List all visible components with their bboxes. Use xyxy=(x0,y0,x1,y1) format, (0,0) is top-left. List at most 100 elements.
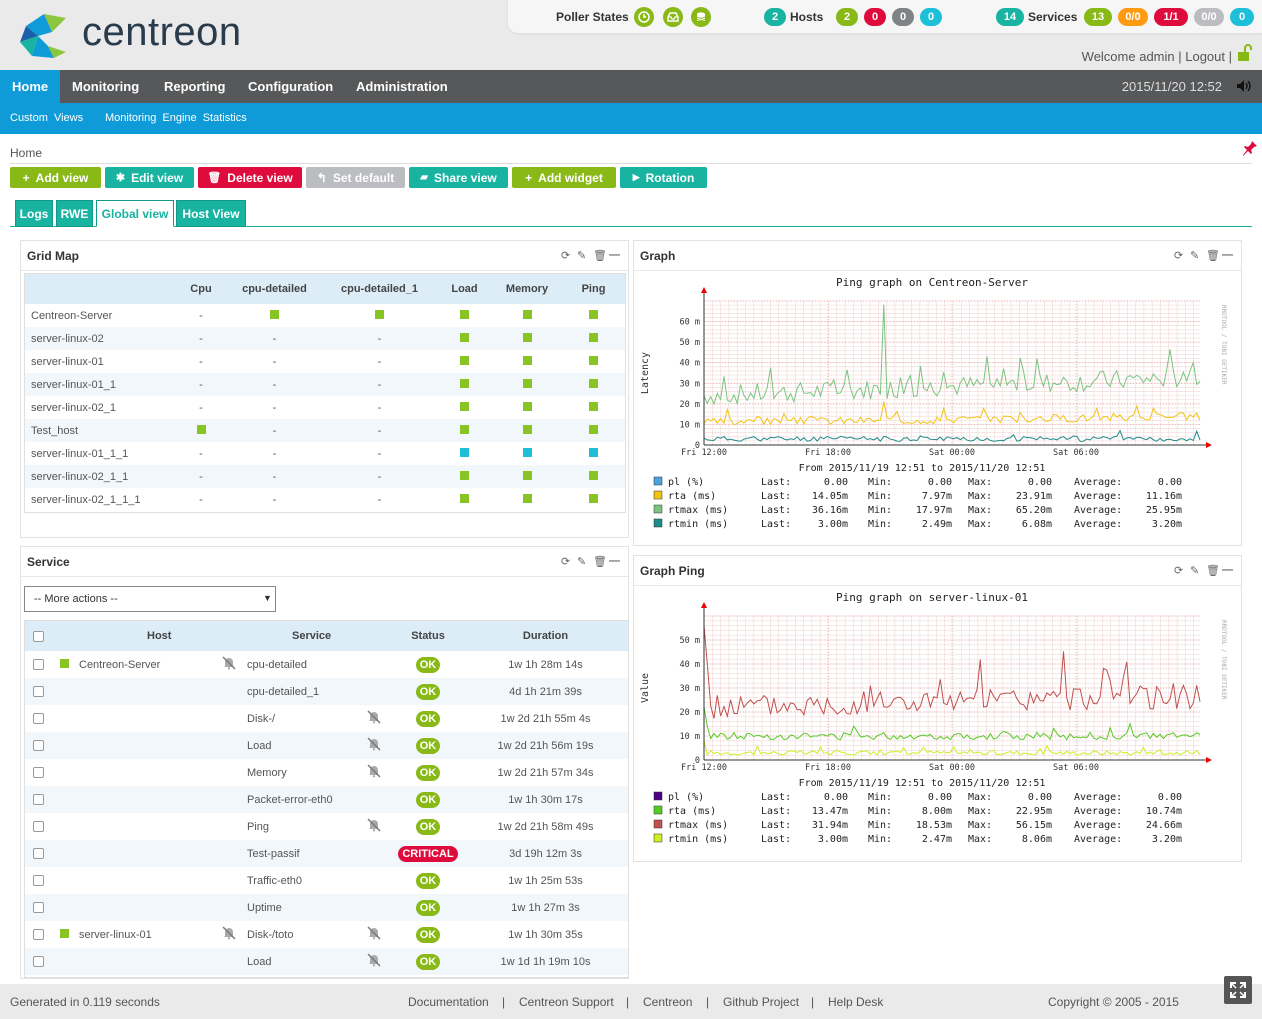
tab-global-view[interactable]: Global view xyxy=(96,200,174,227)
centreon-logo[interactable]: centreon xyxy=(18,10,288,60)
status-square[interactable] xyxy=(460,378,469,388)
host-name[interactable] xyxy=(77,894,222,921)
service-name[interactable]: Ping xyxy=(247,820,270,833)
gridmap-host-name[interactable]: server-linux-02_1_1_1 xyxy=(31,493,141,506)
status-column-header[interactable]: Status xyxy=(393,621,463,651)
gridmap-host-name[interactable]: server-linux-02_1 xyxy=(31,401,116,414)
minimize-icon[interactable]: — xyxy=(609,555,620,567)
status-square[interactable] xyxy=(522,309,532,319)
gridmap-host-name[interactable]: server-linux-02 xyxy=(25,327,175,350)
host-name[interactable] xyxy=(77,948,222,975)
logout-link[interactable]: Logout xyxy=(1185,49,1225,64)
service-row[interactable]: Load OK 1w 2d 21h 56m 19s xyxy=(25,732,628,759)
clock-icon[interactable] xyxy=(634,7,654,27)
nav-item-administration[interactable]: Administration xyxy=(356,79,448,94)
row-checkbox[interactable] xyxy=(32,848,44,860)
status-square[interactable] xyxy=(460,447,469,457)
host-name[interactable] xyxy=(77,705,222,732)
row-checkbox[interactable] xyxy=(32,713,44,725)
status-square[interactable] xyxy=(270,309,279,319)
wrench-icon[interactable]: ✎ xyxy=(1190,565,1200,577)
service-row[interactable]: Test-passif CRITICAL 3d 19h 12m 3s xyxy=(25,840,628,867)
sound-icon[interactable] xyxy=(1236,79,1252,96)
wrench-icon[interactable]: ✎ xyxy=(577,556,587,568)
row-checkbox[interactable] xyxy=(32,740,44,752)
status-square[interactable] xyxy=(522,332,532,342)
service-row[interactable]: Centreon-Server cpu-detailed OK 1w 1h 28m 1… xyxy=(25,651,628,678)
hosts-total-badge[interactable]: 2 xyxy=(764,8,786,26)
wrench-icon[interactable]: ✎ xyxy=(577,250,587,262)
footer-link-documentation[interactable]: Documentation xyxy=(408,995,489,1009)
status-square[interactable] xyxy=(589,332,598,342)
set-default-button[interactable]: ↰ Set default xyxy=(306,167,405,188)
trash-icon[interactable]: 🗑 xyxy=(1206,565,1220,577)
footer-link-helpdesk[interactable]: Help Desk xyxy=(828,995,884,1009)
status-square[interactable] xyxy=(522,378,532,388)
status-square[interactable] xyxy=(589,401,598,411)
refresh-icon[interactable]: ⟳ xyxy=(561,556,571,568)
nav-item-monitoring[interactable]: Monitoring xyxy=(72,79,140,94)
subnav-custom-views[interactable]: Custom Views xyxy=(10,112,84,124)
service-name[interactable]: Disk-/ xyxy=(247,712,276,725)
status-square[interactable] xyxy=(589,424,598,434)
status-square[interactable] xyxy=(589,493,598,503)
service-name[interactable]: Load xyxy=(247,732,367,759)
status-square[interactable] xyxy=(460,493,469,503)
wrench-icon[interactable]: ✎ xyxy=(1190,250,1200,262)
host-name[interactable] xyxy=(77,759,222,786)
unlock-icon[interactable] xyxy=(1236,44,1252,65)
status-square[interactable] xyxy=(522,470,532,480)
row-checkbox[interactable] xyxy=(32,956,44,968)
status-square[interactable] xyxy=(589,355,598,365)
row-checkbox[interactable] xyxy=(32,794,44,806)
trash-icon[interactable]: 🗑 xyxy=(1206,250,1220,262)
service-row[interactable]: Disk-/ OK 1w 2d 21h 55m 4s xyxy=(25,705,628,732)
service-name[interactable]: cpu-detailed xyxy=(247,658,307,671)
services-pending-badge[interactable]: 0 xyxy=(1230,8,1254,26)
database-icon[interactable] xyxy=(691,7,711,27)
host-name[interactable]: server-linux-01 xyxy=(79,928,152,941)
minimize-icon[interactable]: — xyxy=(609,249,620,261)
services-critical-badge[interactable]: 1/1 xyxy=(1154,8,1188,26)
host-name[interactable] xyxy=(77,678,222,705)
footer-link-centreon[interactable]: Centreon xyxy=(643,995,693,1009)
hosts-pending-badge[interactable]: 0 xyxy=(920,8,942,26)
subnav-engine-statistics[interactable]: Monitoring Engine Statistics xyxy=(105,112,247,124)
status-square[interactable] xyxy=(460,424,469,434)
host-column-header[interactable]: Host xyxy=(77,621,222,651)
trash-icon[interactable]: 🗑 xyxy=(593,556,607,568)
service-row[interactable]: Ping OK 1w 2d 21h 58m 49s xyxy=(25,813,628,840)
inbox-icon[interactable] xyxy=(663,7,683,27)
footer-link-github[interactable]: Github Project xyxy=(723,995,800,1009)
refresh-icon[interactable]: ⟳ xyxy=(1174,565,1184,577)
duration-column-header[interactable]: Duration xyxy=(463,621,628,651)
host-name[interactable]: Centreon-Server xyxy=(79,658,161,671)
gridmap-host-name[interactable]: Centreon-Server xyxy=(31,309,113,322)
fullscreen-icon[interactable] xyxy=(1224,976,1252,1004)
service-row[interactable]: Packet-error-eth0 OK 1w 1h 30m 17s xyxy=(25,786,628,813)
hosts-up-badge[interactable]: 2 xyxy=(836,8,858,26)
add-view-button[interactable]: + Add view xyxy=(10,167,101,188)
service-name[interactable]: Traffic-eth0 xyxy=(247,874,303,887)
service-name[interactable]: cpu-detailed_1 xyxy=(247,678,367,705)
host-name[interactable] xyxy=(77,786,222,813)
gridmap-host-name[interactable]: server-linux-01_1 xyxy=(25,373,175,396)
hosts-unreachable-badge[interactable]: 0 xyxy=(892,8,914,26)
gridmap-host-name[interactable]: Test_host xyxy=(25,419,175,442)
status-square[interactable] xyxy=(522,424,532,434)
service-column-header[interactable]: Service xyxy=(247,621,367,651)
share-view-button[interactable]: ▰ Share view xyxy=(409,167,508,188)
trash-icon[interactable]: 🗑 xyxy=(593,250,607,262)
tab-rwe[interactable]: RWE xyxy=(56,200,93,227)
service-name[interactable]: Uptime xyxy=(247,894,367,921)
service-row[interactable]: Load OK 1w 1d 1h 19m 10s xyxy=(25,948,628,975)
status-square[interactable] xyxy=(460,309,469,319)
status-square[interactable] xyxy=(522,493,532,503)
service-name[interactable]: Load xyxy=(247,948,367,975)
status-square[interactable] xyxy=(589,309,598,319)
gridmap-host-name[interactable]: server-linux-01 xyxy=(31,355,104,368)
status-square[interactable] xyxy=(589,447,598,457)
status-square[interactable] xyxy=(589,378,598,388)
pin-icon[interactable] xyxy=(1242,140,1258,159)
row-checkbox[interactable] xyxy=(32,875,44,887)
